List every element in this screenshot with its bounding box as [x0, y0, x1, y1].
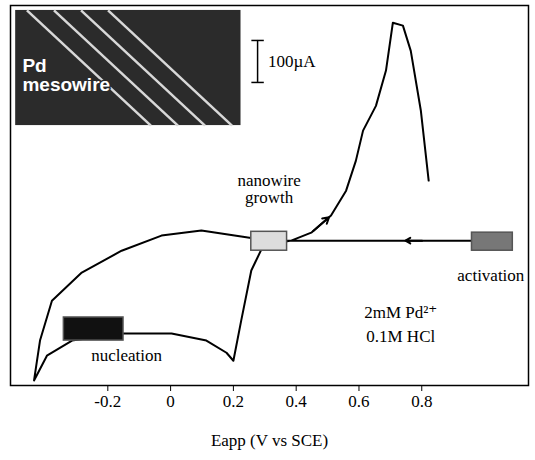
svg-text:activation: activation — [457, 266, 525, 285]
svg-text:0: 0 — [166, 392, 175, 411]
svg-text:Pdmesowire: Pdmesowire — [22, 55, 110, 95]
svg-text:0.6: 0.6 — [348, 392, 369, 411]
svg-text:0.4: 0.4 — [286, 392, 308, 411]
svg-text:Eapp (V vs SCE): Eapp (V vs SCE) — [211, 431, 328, 450]
svg-text:0.2: 0.2 — [223, 392, 244, 411]
svg-text:nanowiregrowth: nanowiregrowth — [238, 171, 301, 207]
svg-text:0.8: 0.8 — [411, 392, 432, 411]
svg-text:-0.2: -0.2 — [94, 392, 121, 411]
svg-text:100µA: 100µA — [268, 52, 316, 71]
svg-text:nucleation: nucleation — [91, 346, 162, 365]
svg-text:0.1M HCl: 0.1M HCl — [366, 327, 435, 346]
svg-text:2mM Pd²⁺: 2mM Pd²⁺ — [364, 303, 437, 322]
